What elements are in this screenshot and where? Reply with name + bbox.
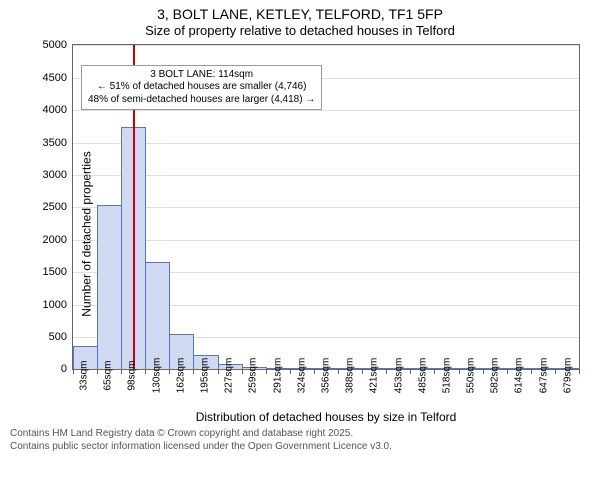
y-tick-label: 3000: [43, 169, 73, 181]
x-tick-label: 227sqm: [224, 358, 235, 394]
x-tick: 65sqm: [96, 370, 120, 404]
x-ticks: 33sqm65sqm98sqm130sqm162sqm195sqm227sqm2…: [72, 370, 580, 404]
x-tick-label: 130sqm: [151, 358, 162, 394]
x-tick-label: 65sqm: [103, 361, 114, 391]
y-tick-label: 4500: [43, 72, 73, 84]
annotation-line: 48% of semi-detached houses are larger (…: [88, 94, 315, 107]
x-tick-label: 356sqm: [320, 358, 331, 394]
x-tick-label: 291sqm: [272, 358, 283, 394]
x-tick-label: 324sqm: [296, 358, 307, 394]
x-tick: 388sqm: [338, 370, 362, 404]
chart: Number of detached properties 0500100015…: [10, 44, 590, 424]
x-tick-label: 33sqm: [79, 361, 90, 391]
x-tick-label: 518sqm: [441, 358, 452, 394]
x-tick: 485sqm: [411, 370, 435, 404]
footer-line-1: Contains HM Land Registry data © Crown c…: [10, 428, 590, 441]
x-tick-label: 162sqm: [175, 358, 186, 394]
footer: Contains HM Land Registry data © Crown c…: [10, 428, 590, 453]
y-tick-label: 1000: [43, 299, 73, 311]
x-tick: 162sqm: [169, 370, 193, 404]
x-tick-label: 550sqm: [466, 358, 477, 394]
annotation-line: 3 BOLT LANE: 114sqm: [88, 69, 315, 82]
y-tick-label: 2000: [43, 234, 73, 246]
x-tick: 195sqm: [193, 370, 217, 404]
x-tick-label: 453sqm: [393, 358, 404, 394]
title-line-2: Size of property relative to detached ho…: [10, 23, 590, 39]
x-tick: 33sqm: [72, 370, 96, 404]
x-tick: 324sqm: [290, 370, 314, 404]
title-line-1: 3, BOLT LANE, KETLEY, TELFORD, TF1 5FP: [10, 6, 590, 23]
x-tick: 614sqm: [507, 370, 531, 404]
x-axis-label: Distribution of detached houses by size …: [72, 410, 580, 424]
x-tick: 647sqm: [532, 370, 556, 404]
bar: [145, 262, 170, 369]
annotation-line: ← 51% of detached houses are smaller (4,…: [88, 81, 315, 94]
x-tick-label: 421sqm: [369, 358, 380, 394]
figure: 3, BOLT LANE, KETLEY, TELFORD, TF1 5FP S…: [0, 0, 600, 500]
x-tick: 679sqm: [556, 370, 580, 404]
x-tick: 98sqm: [120, 370, 144, 404]
x-tick: 550sqm: [459, 370, 483, 404]
footer-line-2: Contains public sector information licen…: [10, 441, 590, 454]
x-tick-label: 195sqm: [200, 358, 211, 394]
bar: [97, 205, 122, 369]
x-tick-label: 582sqm: [490, 358, 501, 394]
y-tick-label: 500: [49, 331, 73, 343]
y-tick-label: 5000: [43, 39, 73, 51]
x-tick: 130sqm: [145, 370, 169, 404]
x-tick-label: 647sqm: [538, 358, 549, 394]
x-tick: 518sqm: [435, 370, 459, 404]
x-tick: 356sqm: [314, 370, 338, 404]
x-tick: 421sqm: [362, 370, 386, 404]
x-tick: 227sqm: [217, 370, 241, 404]
x-tick-label: 679sqm: [562, 358, 573, 394]
x-tick-label: 98sqm: [127, 361, 138, 391]
x-tick-label: 259sqm: [248, 358, 259, 394]
x-tick: 259sqm: [241, 370, 265, 404]
x-tick: 453sqm: [386, 370, 410, 404]
plot-area: 0500100015002000250030003500400045005000…: [72, 44, 580, 370]
annotation-box: 3 BOLT LANE: 114sqm← 51% of detached hou…: [81, 65, 322, 111]
y-tick-label: 4000: [43, 104, 73, 116]
y-tick-label: 1500: [43, 266, 73, 278]
x-tick: 582sqm: [483, 370, 507, 404]
x-tick-label: 614sqm: [514, 358, 525, 394]
y-tick-label: 2500: [43, 201, 73, 213]
x-tick-label: 388sqm: [345, 358, 356, 394]
y-tick-label: 3500: [43, 137, 73, 149]
x-tick-label: 485sqm: [417, 358, 428, 394]
x-tick: 291sqm: [266, 370, 290, 404]
